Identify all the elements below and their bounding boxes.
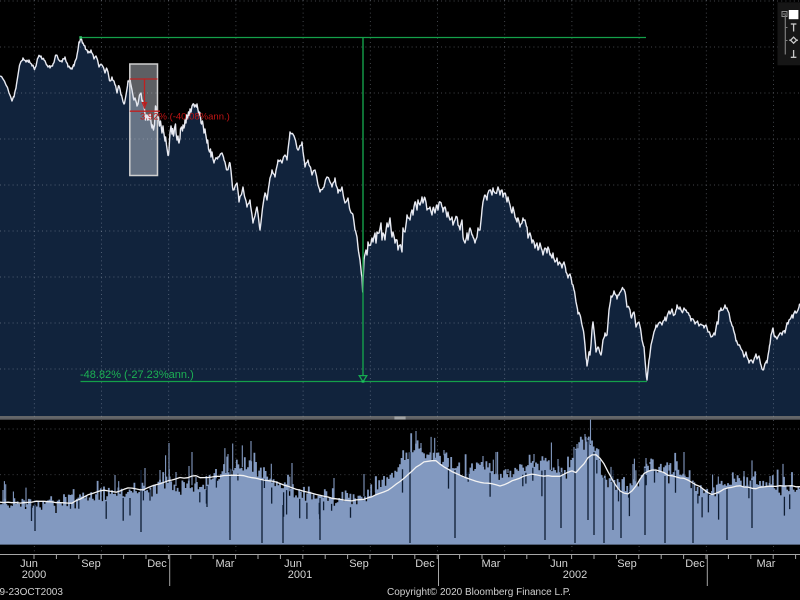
svg-text:-48.82% (-27.23%ann.): -48.82% (-27.23%ann.) — [80, 369, 194, 381]
svg-text:3.92% (-40.08%ann.): 3.92% (-40.08%ann.) — [140, 112, 230, 123]
